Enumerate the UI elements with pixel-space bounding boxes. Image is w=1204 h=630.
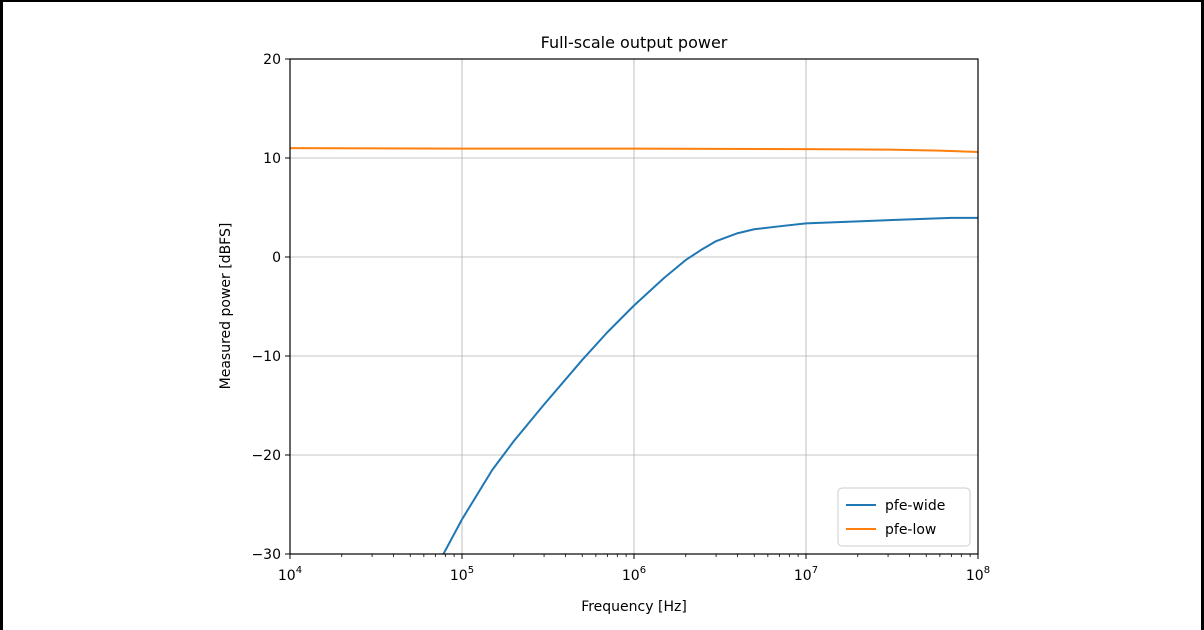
x-tick-label-exponent: 4 [296, 565, 302, 576]
grid [290, 59, 978, 554]
x-axis-label: Frequency [Hz] [581, 599, 687, 615]
x-tick-label-exponent: 5 [468, 565, 474, 576]
y-tick-label: 20 [263, 52, 281, 68]
legend-label-pfe-wide: pfe-wide [885, 498, 945, 514]
y-tick-label: 0 [272, 250, 281, 266]
x-tick-label-base: 10 [966, 568, 984, 584]
x-tick-label-base: 10 [794, 568, 812, 584]
legend-box [837, 487, 971, 547]
x-tick-label-exponent: 6 [640, 565, 646, 576]
x-tick-label-base: 10 [622, 568, 640, 584]
x-tick-label: 104 [278, 565, 302, 584]
series-line-pfe-wide [442, 216, 978, 554]
x-tick-label-base: 10 [450, 568, 468, 584]
legend-label-pfe-low: pfe-low [885, 522, 936, 538]
x-tick-label: 108 [966, 565, 990, 584]
series-layer [290, 147, 978, 554]
x-tick-label: 105 [450, 565, 474, 584]
chart-title: Full-scale output power [541, 33, 728, 52]
y-axis-label: Measured power [dBFS] [218, 223, 234, 390]
x-tick-label-base: 10 [278, 568, 296, 584]
x-tick-label-exponent: 7 [812, 565, 818, 576]
series-line-pfe-low [290, 147, 978, 154]
y-tick-label: 10 [263, 151, 281, 167]
y-tick-label: −20 [251, 448, 281, 464]
y-tick-label: −10 [251, 349, 281, 365]
x-tick-label-exponent: 8 [984, 565, 990, 576]
legend: pfe-wide pfe-low [837, 487, 971, 547]
x-tick-label: 107 [794, 565, 818, 584]
y-tick-label: −30 [251, 547, 281, 563]
x-tick-label: 106 [622, 565, 646, 584]
